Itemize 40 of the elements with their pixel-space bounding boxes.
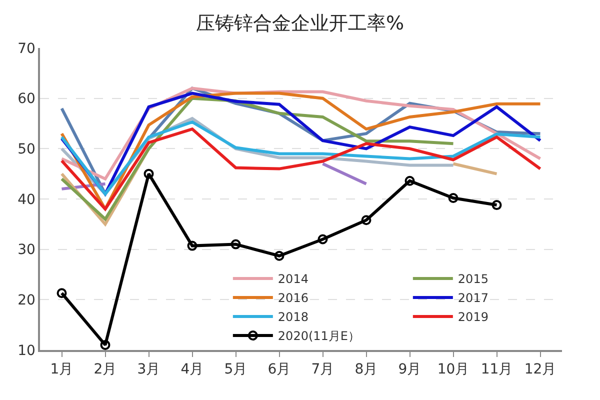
legend-label: 2016 [278, 291, 308, 306]
legend-label: 2018 [278, 310, 308, 324]
y-tick-label: 50 [18, 142, 36, 158]
point [230, 239, 241, 250]
y-tick-label: 30 [18, 242, 36, 258]
x-tick-label: 11月 [480, 362, 513, 378]
point [318, 234, 328, 244]
point [187, 240, 198, 251]
line-series [60, 120, 542, 196]
point [56, 288, 67, 298]
point [404, 176, 415, 186]
x-tick-label: 6月 [268, 362, 291, 378]
legend-label: 2015 [458, 272, 488, 286]
x-tick-label: 8月 [354, 362, 378, 378]
x-tick-label: 2月 [94, 362, 117, 378]
x-tick-label: 5月 [224, 362, 248, 378]
legend-label: 2017 [458, 291, 488, 306]
point [361, 215, 372, 226]
point [492, 200, 502, 210]
y-tick-label: 40 [18, 192, 36, 208]
y-tick-label: 20 [18, 292, 36, 309]
x-tick-label: 7月 [311, 362, 334, 378]
point [274, 250, 284, 261]
point [144, 168, 154, 179]
x-tick-label: 12月 [524, 362, 556, 378]
point [448, 192, 458, 203]
point [100, 340, 110, 350]
x-tick-label: 3月 [137, 362, 160, 378]
x-tick-label: 1月 [50, 362, 74, 378]
y-tick-label: 70 [18, 40, 36, 57]
y-tick-label: 60 [18, 91, 36, 108]
x-tick-label: 4月 [180, 362, 204, 378]
x-tick-label: 9月 [398, 362, 422, 378]
x-tick-label: 10月 [437, 362, 470, 378]
chart-title: 压铸锌合金企业开工率% [196, 12, 404, 34]
legend-label: 2019 [458, 310, 488, 324]
legend-label: 2020(11月E） [278, 329, 360, 344]
legend-label: 2014 [278, 272, 308, 286]
y-tick-label: 10 [18, 342, 36, 359]
line-series [60, 128, 542, 211]
